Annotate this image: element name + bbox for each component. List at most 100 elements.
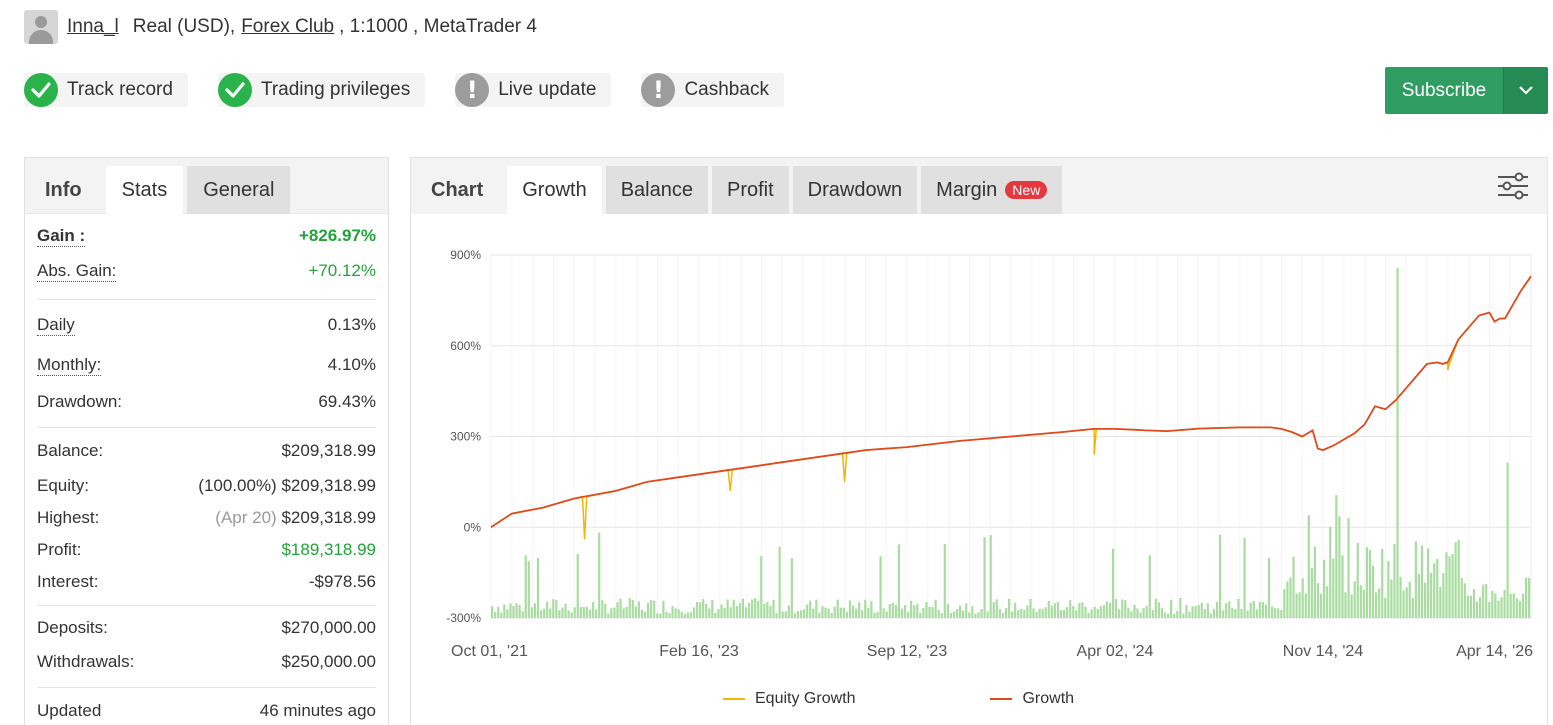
volume-bar [1393,543,1396,618]
volume-bar [561,607,564,618]
volume-bar [1286,581,1289,618]
volume-bar [836,599,839,618]
badge-cashback[interactable]: ! Cashback [641,73,784,107]
volume-bar [1249,602,1252,618]
volume-bar [1111,548,1115,618]
y-tick-label: 0% [464,520,482,534]
volume-bar [705,603,708,618]
tab-profit[interactable]: Profit [711,166,789,214]
stat-label: Interest: [37,572,99,591]
divider [37,605,376,606]
check-icon [217,73,252,107]
volume-bar [799,610,803,618]
volume-bar [656,613,659,618]
volume-bar [689,612,693,618]
stat-value: $189,318.99 [281,540,376,559]
tab-growth[interactable]: Growth [507,166,602,214]
stat-label[interactable]: Monthly: [37,354,102,376]
volume-bar [812,608,815,618]
volume-bar [1362,589,1365,618]
volume-bar [974,613,977,618]
volume-bar [1148,555,1151,618]
volume-bar [1301,578,1304,618]
volume-bar [821,606,824,618]
volume-bar [955,609,959,618]
volume-bar [1463,583,1466,618]
volume-bar [1307,515,1310,618]
y-tick-label: -300% [446,611,481,625]
volume-bar [1313,546,1317,618]
volume-bar [591,602,595,618]
tab-margin[interactable]: Margin New [921,166,1063,214]
subscribe-dropdown-button[interactable] [1503,67,1548,114]
volume-bar [977,612,980,618]
x-tick-label: Oct 01, '21 [451,643,528,660]
volume-bar [1475,601,1479,618]
volume-bar [992,601,995,618]
username-link[interactable]: Inna_l [67,16,119,37]
volume-bar [876,611,879,618]
volume-bar [772,599,775,618]
chart-settings-icon[interactable] [1497,172,1529,200]
stat-withdrawals: Withdrawals: $250,000.00 [37,646,376,678]
volume-bar [1518,600,1521,618]
volume-bar [567,610,570,618]
volume-bar [665,611,668,618]
volume-bar [919,612,922,618]
volume-bar [824,607,827,618]
stat-label[interactable]: Gain : [37,225,86,247]
badge-trading-privileges[interactable]: Trading privileges [217,73,426,107]
volume-bar [989,535,992,618]
volume-bar [1408,581,1411,618]
volume-bar [720,604,723,618]
legend-equity-growth[interactable]: Equity Growth [723,690,855,708]
volume-bar [744,607,748,618]
volume-bar [1136,608,1139,618]
volume-bar [1258,601,1261,618]
volume-bar [891,602,894,618]
volume-bar [910,600,913,618]
volume-bar [842,607,845,618]
volume-bar [803,609,806,618]
broker-link[interactable]: Forex Club [241,16,335,37]
volume-bar [787,605,790,618]
volume-bar [683,613,686,618]
volume-bar [1359,585,1362,618]
stat-label[interactable]: Daily [37,314,75,336]
legend-growth[interactable]: Growth [990,690,1074,708]
volume-bar [1316,583,1320,618]
volume-bar [1442,573,1445,618]
subscribe-button[interactable]: Subscribe [1385,67,1503,114]
volume-bar [1176,611,1179,618]
volume-bar [922,607,925,618]
stat-value-group: (100.00%) $209,318.99 [198,476,376,496]
badge-track-record[interactable]: Track record [24,73,188,107]
volume-bar [858,602,861,618]
volume-bar [1108,602,1112,618]
volume-bar [741,598,745,618]
volume-bar [1240,608,1243,618]
volume-bar [539,610,543,618]
tab-general[interactable]: General [187,166,291,214]
volume-bar [708,608,711,618]
x-axis: Oct 01, '21 Feb 16, '23 Sep 12, '23 Apr 02,… [451,643,1533,660]
tab-stats[interactable]: Stats [105,166,184,214]
volume-bar [1332,558,1335,618]
volume-bar [1173,613,1176,618]
volume-bar [643,611,647,618]
stat-label[interactable]: Abs. Gain: [37,260,117,282]
volume-bar [1059,609,1063,618]
volume-bar [959,605,962,618]
tab-balance[interactable]: Balance [605,166,708,214]
stat-value: $209,318.99 [281,476,376,495]
volume-bar [1310,567,1313,618]
stat-label: Equity: [37,476,89,495]
volume-bar [1194,606,1197,618]
volume-bar [1304,593,1307,618]
tab-drawdown[interactable]: Drawdown [792,166,918,214]
volume-bar [1228,601,1231,618]
stat-value: -$978.56 [308,572,376,591]
volume-bar [781,611,784,618]
equity-percent: (100.00%) [198,476,277,495]
badge-live-update[interactable]: ! Live update [455,73,612,107]
